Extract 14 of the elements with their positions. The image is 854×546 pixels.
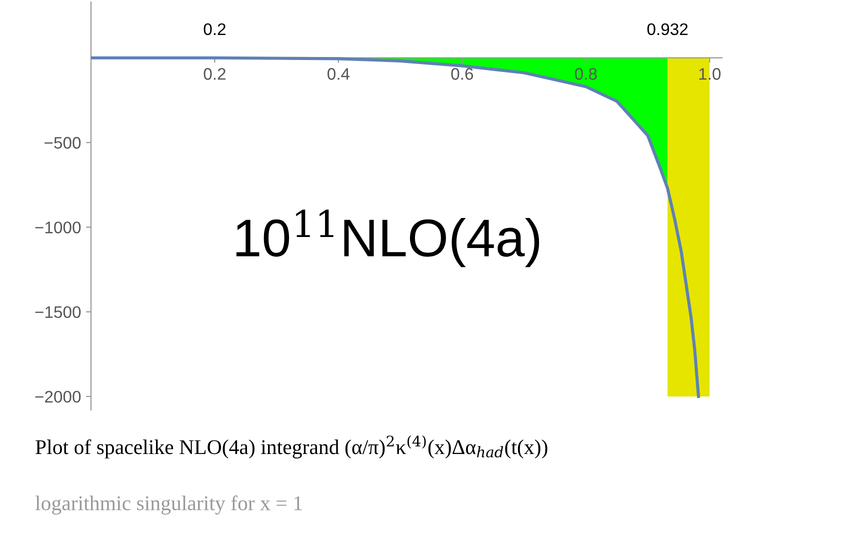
x-tick-label: 0.6: [451, 68, 474, 80]
line-series: [91, 56, 700, 398]
text: Plot of spacelike NLO(4a) integrand (α/π)$^{2}$κ$^{(4)}$(x)Δα$_{had}$(t(x)): [36, 435, 548, 458]
text: logarithmic singularity for x = 1: [35, 495, 302, 515]
x-tick-label: 0.8: [574, 68, 597, 80]
x-tick-label: 0.4: [328, 68, 350, 80]
annotation: 0.932: [647, 23, 688, 36]
annotation: 0.2: [204, 23, 226, 36]
x-tick-label: 0.2: [204, 68, 226, 80]
annotation: 10$^{11}$NLO(4a): [236, 210, 540, 268]
y-tick-label: −500: [44, 136, 81, 149]
y-tick-label: −1500: [35, 306, 81, 318]
y-tick-label: −2000: [35, 390, 81, 403]
y-tick-label: −1000: [35, 222, 81, 234]
